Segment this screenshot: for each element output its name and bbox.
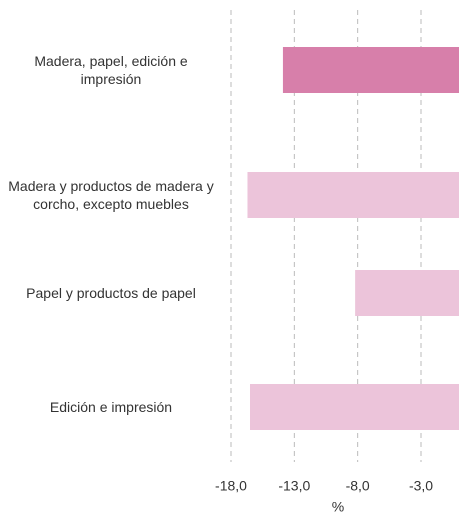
y-tick-label: Madera, papel, edición e impresión	[34, 53, 188, 87]
bar	[250, 384, 459, 430]
x-tick-label: -18,0	[215, 478, 247, 494]
x-tick-label: -13,0	[278, 478, 310, 494]
x-tick-label: -3,0	[409, 478, 433, 494]
y-tick-label: Edición e impresión	[49, 399, 173, 415]
x-tick-label: -8,0	[346, 478, 370, 494]
bar	[247, 172, 459, 218]
y-tick-label: Papel y productos de papel	[26, 285, 196, 301]
bar	[282, 47, 459, 93]
bar	[355, 270, 459, 316]
y-tick-label: Madera y productos de madera y corcho, e…	[8, 178, 214, 212]
x-axis-label: %	[332, 499, 344, 515]
